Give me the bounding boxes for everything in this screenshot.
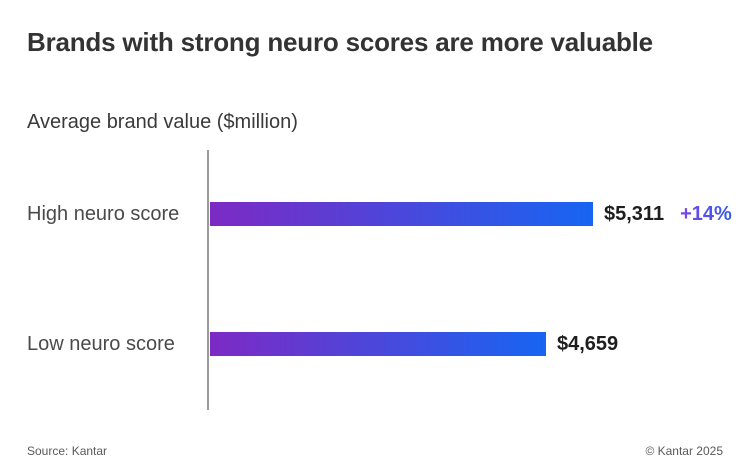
bar-value-high-neuro-score: $5,311 [604, 202, 665, 225]
bar-row-high-neuro-score: $5,311 +14% [210, 202, 732, 226]
category-label-low-neuro-score: Low neuro score [27, 333, 175, 355]
bar-annotation-percent-gain: +14% [680, 202, 732, 225]
source-attribution: Source: Kantar [27, 444, 108, 458]
copyright-notice: © Kantar 2025 [645, 444, 723, 458]
bar-value-low-neuro-score: $4,659 [557, 332, 619, 355]
chart-title: Brands with strong neuro scores are more… [27, 27, 653, 57]
chart-axis-label: Average brand value ($million) [27, 111, 298, 133]
y-axis-line [207, 150, 209, 410]
bar-low-neuro-score [210, 332, 546, 356]
bar-row-low-neuro-score: $4,659 [210, 332, 618, 356]
bar-high-neuro-score [210, 202, 593, 226]
category-label-high-neuro-score: High neuro score [27, 203, 180, 225]
